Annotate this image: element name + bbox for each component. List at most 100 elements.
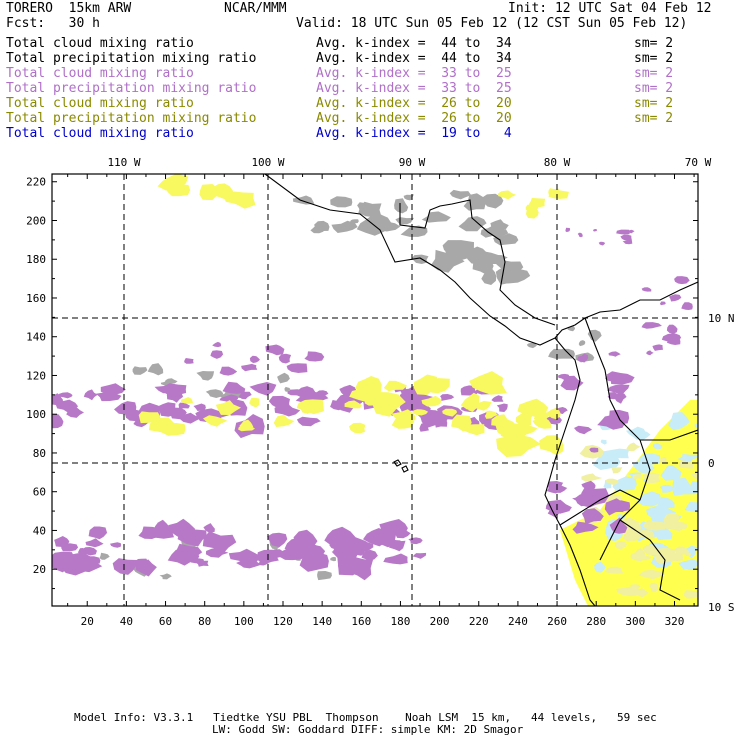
light-blue-cell — [660, 465, 682, 481]
yellow-precip-cell — [420, 378, 450, 394]
pale-yellow-cell — [626, 442, 641, 452]
purple-precip-blob — [135, 559, 157, 577]
purple-precip-blob — [350, 546, 365, 557]
coastline-segment — [264, 174, 556, 346]
purple-precip-blob — [589, 447, 599, 453]
yellow-precip-cell — [215, 400, 241, 415]
purple-precip-blob — [348, 557, 373, 581]
yellow-cloud-blob — [164, 184, 191, 197]
model-info-line2: LW: Godd SW: Goddard DIFF: simple KM: 2D… — [212, 723, 524, 736]
yellow-precip-cell — [469, 371, 507, 395]
y-tick-label: 100 — [26, 408, 46, 421]
yellow-cloud-blob — [548, 188, 560, 196]
purple-precip-blob — [203, 523, 215, 533]
purple-precip-blob — [219, 366, 238, 376]
purple-precip-blob — [593, 229, 597, 232]
yellow-precip-cell — [463, 424, 485, 436]
light-blue-cell — [652, 443, 663, 450]
x-tick-label: 60 — [159, 615, 172, 628]
light-blue-cell — [659, 484, 674, 493]
legend-field-name: Total cloud mixing ratio — [6, 36, 194, 51]
x-tick-label: 100 — [234, 615, 254, 628]
light-blue-cell — [684, 501, 698, 513]
coastline-segment — [559, 489, 641, 526]
light-blue-cell — [672, 477, 698, 496]
gray-cloud-blob — [317, 571, 332, 581]
gray-cloud-blob — [411, 254, 429, 264]
purple-precip-blob — [205, 547, 229, 558]
purple-precip-blob — [607, 384, 630, 395]
gray-cloud-blob — [160, 381, 168, 386]
y-tick-label: 140 — [26, 331, 46, 344]
x-tick-label: 280 — [586, 615, 606, 628]
purple-precip-blob — [236, 560, 262, 569]
pale-yellow-cell — [616, 541, 627, 548]
plot-frame — [51, 173, 699, 607]
purple-precip-blob — [222, 381, 246, 394]
purple-precip-blob — [605, 374, 617, 382]
coastline-segment — [401, 465, 409, 473]
purple-precip-blob — [565, 227, 571, 232]
pale-yellow-cell — [678, 460, 694, 469]
x-tick-label: 260 — [547, 615, 567, 628]
yellow-precip-cell — [249, 397, 260, 408]
purple-precip-blob — [112, 558, 138, 575]
yellow-precip-cell — [502, 422, 538, 436]
purple-precip-blob — [299, 549, 329, 572]
purple-precip-blob — [550, 484, 568, 493]
gray-cloud-blob — [330, 196, 353, 208]
light-blue-cell — [678, 560, 697, 570]
purple-precip-blob — [324, 526, 356, 547]
gray-cloud-blob — [587, 329, 602, 342]
y-tick-label: 200 — [26, 214, 46, 227]
y-tick-label: 180 — [26, 253, 46, 266]
y-tick-label: 40 — [33, 524, 46, 537]
light-blue-cell — [682, 545, 698, 559]
yellow-cloud-blob — [199, 184, 223, 201]
x-tick-label: 20 — [81, 615, 94, 628]
pale-yellow-cell — [636, 529, 655, 539]
purple-precip-blob — [184, 358, 194, 364]
valid-time: Valid: 18 UTC Sun 05 Feb 12 (12 CST Sun … — [296, 16, 688, 31]
pale-yellow-cell — [632, 474, 642, 480]
purple-precip-blob — [588, 490, 602, 499]
gray-cloud-blob — [132, 366, 148, 375]
yellow-precip-cell — [391, 413, 415, 429]
legend-kindex: Avg. k-index = 26 to 20 — [316, 111, 512, 126]
pale-yellow-cell — [629, 584, 641, 589]
light-blue-cell — [677, 453, 698, 462]
yellow-precip-cell — [349, 422, 366, 434]
gray-cloud-blob — [567, 325, 576, 332]
legend-kindex: Avg. k-index = 19 to 4 — [316, 126, 512, 141]
x-tick-label: 80 — [198, 615, 211, 628]
coastline-segment — [393, 459, 402, 467]
y-tick-label: 20 — [33, 563, 46, 576]
model-name: TORERO 15km ARW — [6, 1, 132, 16]
x-tick-label: 240 — [508, 615, 528, 628]
pale-yellow-cell — [605, 566, 624, 574]
gray-cloud-blob — [331, 220, 358, 233]
yellow-precip-cell — [484, 410, 498, 419]
light-blue-cell — [594, 561, 606, 573]
pale-yellow-cell — [655, 553, 676, 565]
legend-smoothing: sm= 2 — [634, 96, 674, 111]
pale-yellow-cell — [683, 552, 692, 557]
legend-smoothing: sm= 2 — [634, 111, 674, 126]
yellow-precip-cell — [547, 407, 561, 420]
forecast-hour: Fcst: 30 h — [6, 16, 100, 31]
pale-yellow-cell — [581, 473, 603, 482]
purple-precip-blob — [609, 517, 628, 534]
y-tick-label: 60 — [33, 486, 46, 499]
x-tick-label: 320 — [665, 615, 685, 628]
purple-precip-blob — [606, 371, 635, 385]
purple-precip-blob — [238, 391, 252, 400]
legend-field-name: Total precipitation mixing ratio — [6, 81, 257, 96]
purple-precip-blob — [664, 333, 673, 339]
purple-precip-blob — [558, 373, 570, 381]
x-tick-label: 40 — [120, 615, 133, 628]
gray-cloud-blob — [284, 386, 291, 392]
legend-field-name: Total cloud mixing ratio — [6, 126, 194, 141]
legend-kindex: Avg. k-index = 26 to 20 — [316, 96, 512, 111]
purple-precip-blob — [496, 403, 508, 412]
purple-precip-blob — [95, 390, 122, 402]
